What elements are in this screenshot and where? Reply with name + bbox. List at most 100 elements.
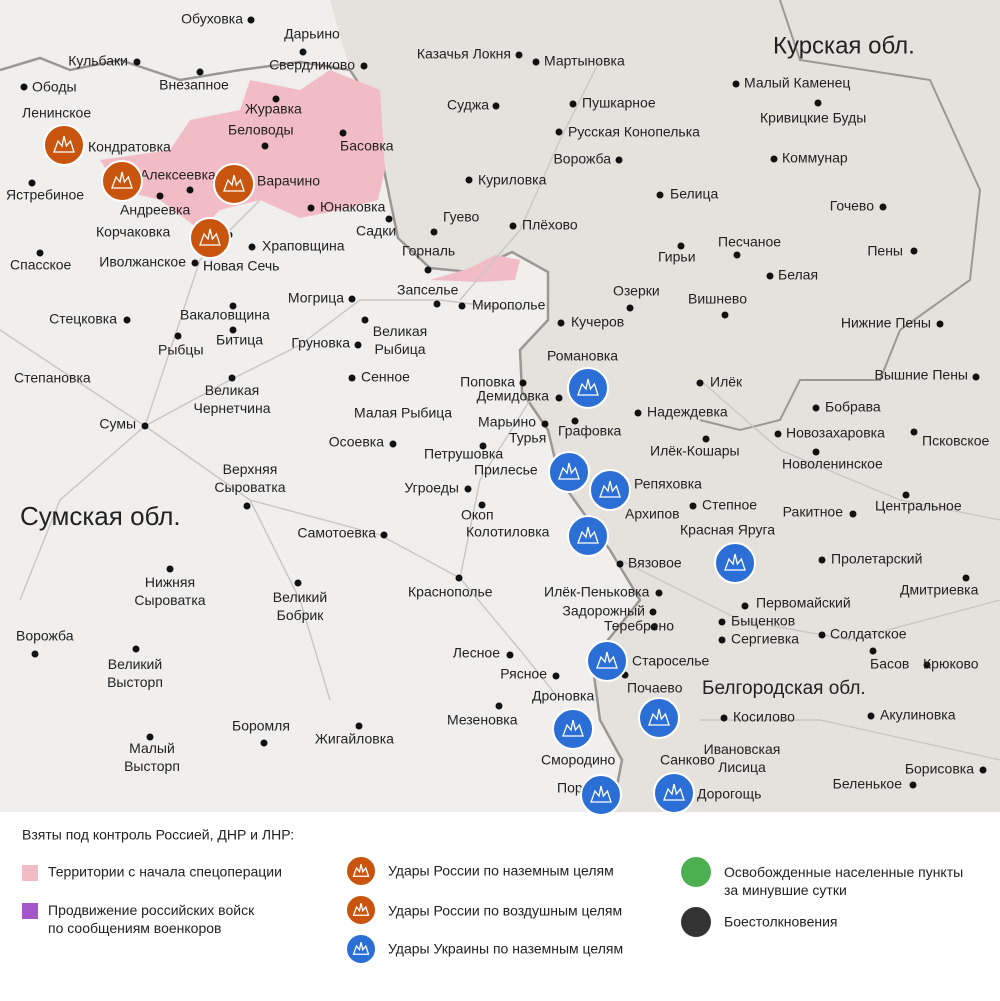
place-dot [339,129,347,137]
place-label: Пролетарский [831,551,922,567]
place-dot [571,417,579,425]
place-label: Андреевка [120,202,190,218]
strike-icon [567,367,609,409]
place-dot [732,80,740,88]
place-label: Кульбаки [68,53,128,69]
place-label: Варачино [257,173,320,189]
place-label: Сумы [99,416,136,432]
strike-icon [552,708,594,750]
place-label: Демидовка [477,388,550,404]
place-label: Санково [660,752,715,768]
place-dot [910,247,918,255]
place-label: Илёк-Пеньковка [544,584,650,600]
place-dot [869,647,877,655]
legend-icon [681,857,711,887]
place-dot [867,712,875,720]
place-dot [495,702,503,710]
place-dot [455,574,463,582]
place-dot [902,491,910,499]
place-dot [972,373,980,381]
place-dot [133,58,141,66]
place-label: Коммунар [782,150,848,166]
place-label: Новая Сечь [203,258,279,274]
place-label: Центральное [875,498,962,514]
place-dot [962,574,970,582]
place-label: Борисовка [905,761,974,777]
place-dot [28,179,36,187]
place-dot [361,316,369,324]
place-dot [355,722,363,730]
place-label: Журавка [245,101,302,117]
icons [43,124,756,965]
place-dot [492,102,500,110]
place-label: Акулиновка [880,707,956,723]
strike-icon [653,772,695,814]
place-label: Гуево [443,209,480,225]
places: Обуховка Дарьино Кульбаки Ободы Внезапное Све… [6,11,989,802]
place-dot [818,631,826,639]
strike-burst [558,462,580,480]
place-label: Юнаковка [320,199,386,215]
region-label: Белгородская обл. [702,678,866,699]
strike-burst [648,708,670,726]
place-label: Сенное [361,369,410,385]
strike-burst [599,480,621,498]
place-dot [650,623,658,631]
place-dot [770,155,778,163]
place-dot [248,243,256,251]
place-label: Песчаное [718,234,781,250]
strike-burst [352,942,370,955]
place-dot [132,645,140,653]
legend-label: Боестолкновения [724,914,838,930]
place-dot [464,485,472,493]
legend-swatch [22,903,38,919]
place-label: Русская Конопелька [568,124,700,140]
place-dot [615,156,623,164]
place-dot [812,404,820,412]
place-label: Архипов [625,506,680,522]
place-label: Белая [778,267,818,283]
place-dot [555,128,563,136]
place-label: Плёхово [522,217,578,233]
place-dot [733,251,741,259]
place-dot [557,319,565,327]
place-dot [307,204,315,212]
place-dot [146,733,154,741]
place-label: Битица [216,332,263,348]
place-label: Быценков [731,613,795,629]
strike-icon [548,451,590,493]
place-dot [380,531,388,539]
region-border [699,0,982,432]
place-label: Крюково [923,656,979,672]
place-label: Внезапное [159,77,229,93]
place-label: Свердликово [269,57,355,73]
region-label: Сумская обл. [20,501,181,531]
place-label: Жигайловка [315,731,394,747]
place-dot [655,589,663,597]
strike-icon [189,217,231,259]
place-dot [479,442,487,450]
place-dot [186,186,194,194]
legend-label: Территории с начала спецоперации [48,864,282,880]
place-label: Суджа [447,97,489,113]
place-label: Алексеевка [140,167,216,183]
place-label: Казачья Локня [417,46,511,62]
strike-icon [43,124,85,166]
legend-label: Удары России по воздушным целям [388,903,622,919]
place-dot [626,304,634,312]
road [0,59,1000,761]
place-label: Ракитное [783,504,844,520]
legend-title: Взяты под контроль Россией, ДНР и ЛНР: [22,827,294,843]
place-label: Новоленинское [782,456,883,472]
place-label: Красная Яруга [680,522,775,538]
place-label: Косилово [733,709,795,725]
place-dot [720,714,728,722]
place-dot [243,502,251,510]
place-label: Новозахаровка [786,425,885,441]
place-dot [774,430,782,438]
place-dot [389,440,397,448]
place-label: Нижняя Сыроватка [134,574,205,608]
place-dot [31,650,39,658]
place-label: Кучеров [571,314,624,330]
